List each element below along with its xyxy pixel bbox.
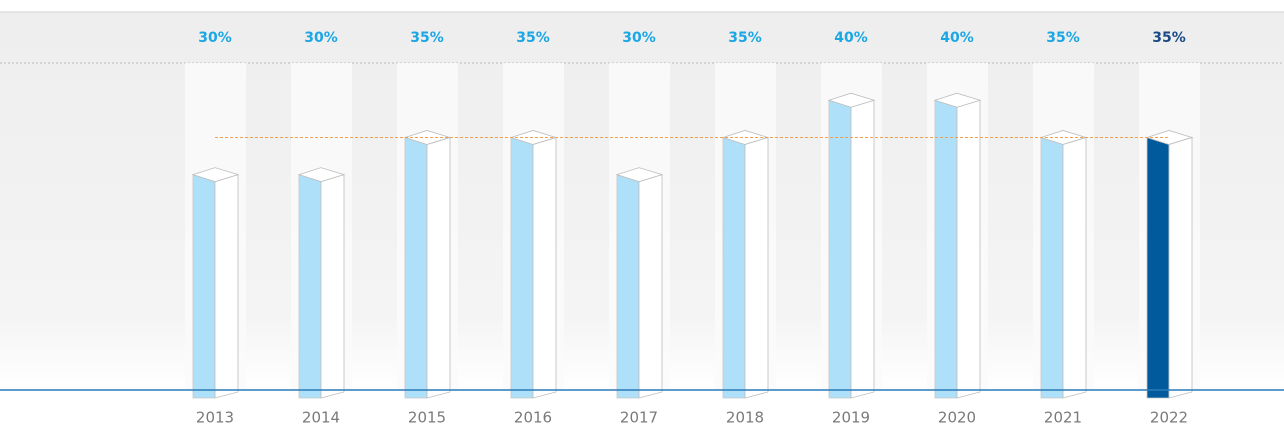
x-tick-label: 2013 xyxy=(196,409,234,427)
x-tick-label: 2019 xyxy=(832,409,870,427)
value-label: 30% xyxy=(304,30,338,46)
bar-top xyxy=(827,92,876,108)
bar-side xyxy=(426,136,451,399)
bar-front xyxy=(828,99,852,399)
bar-top xyxy=(191,167,240,183)
bar-front xyxy=(616,174,640,399)
bar-side xyxy=(1168,136,1193,399)
bar xyxy=(615,167,664,399)
bar-side xyxy=(638,174,663,399)
bar-front xyxy=(192,174,216,399)
x-tick-label: 2020 xyxy=(938,409,976,427)
value-label: 35% xyxy=(728,30,762,46)
x-tick-label: 2021 xyxy=(1044,409,1082,427)
value-label: 35% xyxy=(410,30,444,46)
value-label: 40% xyxy=(834,30,868,46)
bar-top xyxy=(297,167,346,183)
bar-front xyxy=(404,136,428,399)
bar-front xyxy=(298,174,322,399)
value-label: 35% xyxy=(1046,30,1080,46)
x-tick-label: 2017 xyxy=(620,409,658,427)
bar-side xyxy=(320,174,345,399)
bar-side xyxy=(1062,136,1087,399)
bar-side xyxy=(532,136,557,399)
value-label: 35% xyxy=(516,30,550,46)
bar-top xyxy=(1145,130,1194,145)
bar-side xyxy=(956,99,981,399)
x-tick-label: 2022 xyxy=(1150,409,1188,427)
value-label: 30% xyxy=(622,30,656,46)
value-label: 30% xyxy=(198,30,232,46)
x-tick-label: 2018 xyxy=(726,409,764,427)
bar-side xyxy=(850,99,875,399)
bar-front xyxy=(934,99,958,399)
bar-front xyxy=(722,136,746,399)
bar xyxy=(191,167,240,399)
value-label: 35% xyxy=(1152,30,1186,46)
bar xyxy=(827,92,876,399)
x-tick-label: 2016 xyxy=(514,409,552,427)
bar xyxy=(1145,130,1194,399)
bar-top xyxy=(933,92,982,108)
value-label: 40% xyxy=(940,30,974,46)
bar xyxy=(721,130,770,399)
bar-side xyxy=(744,136,769,399)
bar-front xyxy=(1040,136,1064,399)
bar-side xyxy=(214,174,239,399)
x-tick-label: 2015 xyxy=(408,409,446,427)
bar-front xyxy=(510,136,534,399)
bar xyxy=(509,130,558,399)
bar xyxy=(933,92,982,399)
bar-top xyxy=(615,167,664,183)
bar xyxy=(1039,130,1088,399)
bar xyxy=(403,130,452,399)
bar-front xyxy=(1146,136,1170,399)
x-tick-label: 2014 xyxy=(302,409,340,427)
bar xyxy=(297,167,346,399)
